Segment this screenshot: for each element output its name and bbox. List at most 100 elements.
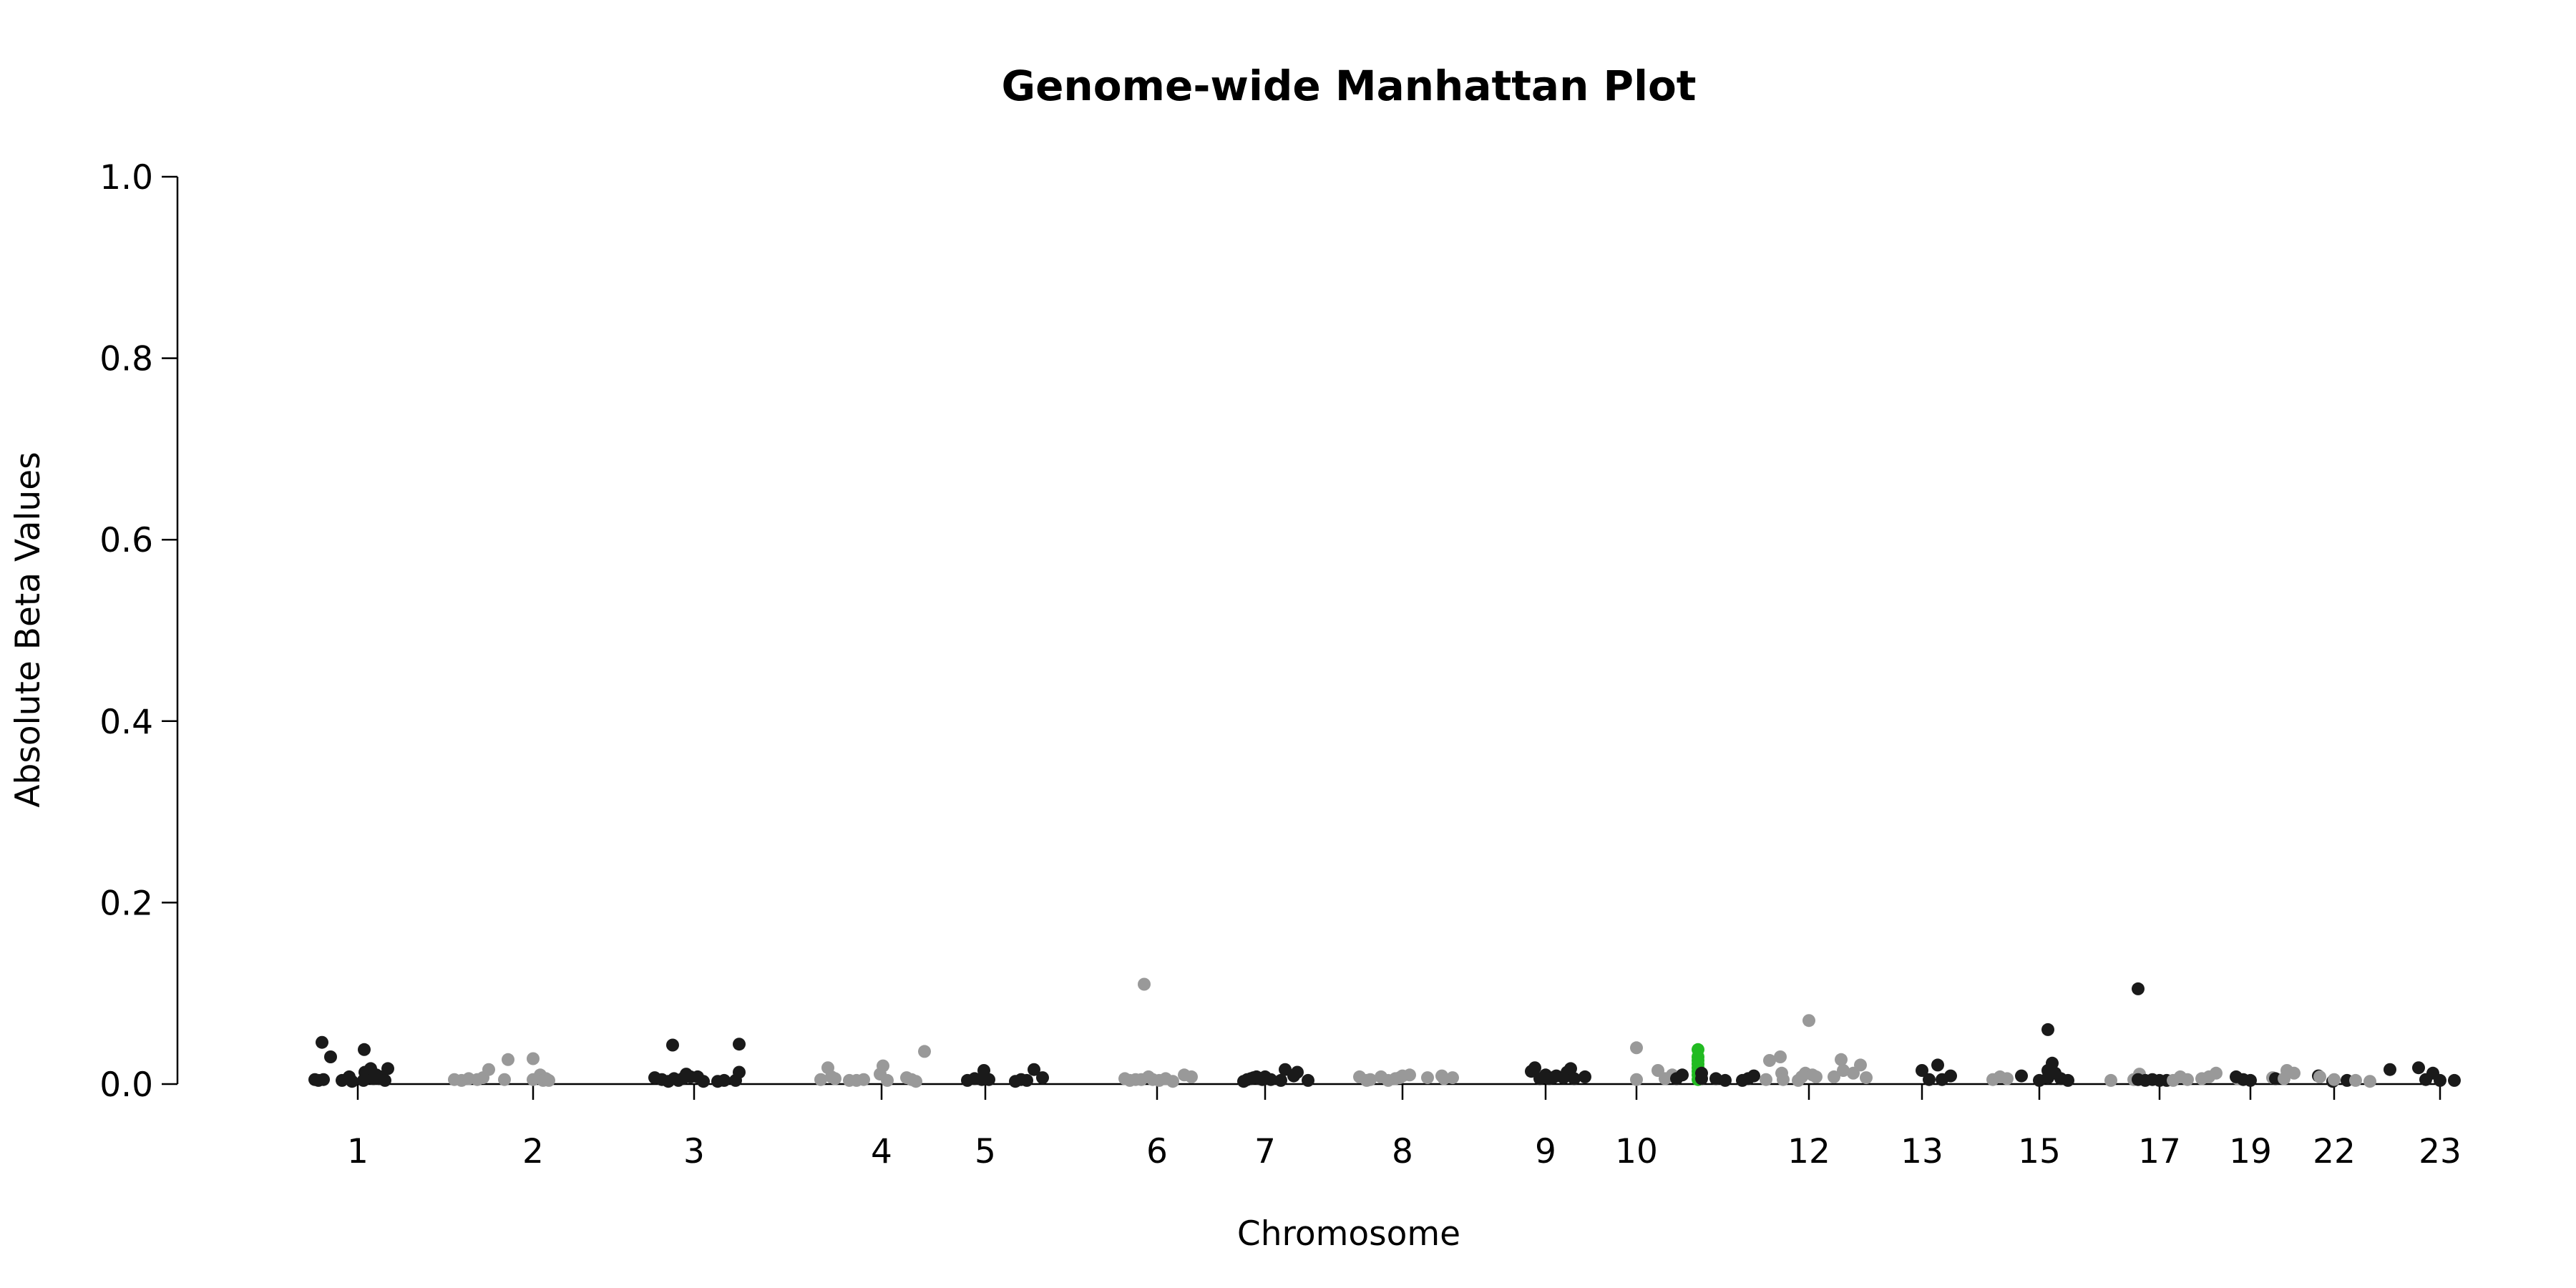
data-point [1446, 1071, 1459, 1085]
data-point [857, 1073, 870, 1086]
data-point [1944, 1069, 1957, 1083]
data-point [1719, 1073, 1732, 1087]
x-tick-label: 2 [522, 1132, 544, 1171]
x-tick-label: 15 [2018, 1132, 2061, 1171]
data-point [1923, 1073, 1936, 1086]
data-point [1364, 1073, 1377, 1086]
data-point [1931, 1058, 1944, 1072]
data-point [527, 1052, 540, 1065]
x-tick-label: 5 [975, 1132, 996, 1171]
data-points [308, 977, 2461, 1088]
data-point [918, 1045, 931, 1058]
y-tick-label: 0.0 [99, 1065, 153, 1105]
data-point [1421, 1071, 1434, 1085]
data-point [1692, 1043, 1704, 1056]
y-axis-label: Absolute Beta Values [9, 452, 48, 807]
x-tick-label: 6 [1146, 1132, 1168, 1171]
data-point [1747, 1069, 1760, 1083]
data-point [1579, 1070, 1591, 1083]
data-point [1763, 1054, 1776, 1067]
data-point [317, 1073, 330, 1086]
x-tick-label: 8 [1392, 1132, 1413, 1171]
x-tick-label: 7 [1254, 1132, 1276, 1171]
data-point [2349, 1073, 2362, 1087]
data-point [1777, 1073, 1790, 1086]
data-point [316, 1035, 328, 1049]
data-point [1028, 1063, 1040, 1076]
x-tick-label: 13 [1901, 1132, 1943, 1171]
data-point [881, 1073, 894, 1087]
data-point [1036, 1071, 1049, 1085]
data-point [982, 1073, 995, 1086]
data-point [2001, 1072, 2014, 1085]
data-point [2244, 1073, 2257, 1087]
data-point [666, 1038, 679, 1052]
data-point [2041, 1023, 2054, 1036]
data-point [2384, 1063, 2396, 1076]
data-point [1760, 1073, 1772, 1086]
data-point [502, 1053, 514, 1066]
data-point [1854, 1058, 1867, 1072]
data-point [2210, 1066, 2223, 1080]
data-point [733, 1038, 746, 1051]
data-point [482, 1063, 495, 1076]
data-point [2412, 1061, 2425, 1075]
y-tick-label: 0.2 [99, 884, 153, 923]
data-point [381, 1062, 394, 1075]
data-point [1835, 1053, 1848, 1066]
data-point [358, 1043, 371, 1056]
data-point [2062, 1073, 2074, 1087]
data-point [1676, 1068, 1689, 1082]
data-point [1837, 1064, 1850, 1077]
data-point [1916, 1064, 1928, 1077]
data-point [1185, 1070, 1198, 1083]
y-tick-label: 0.4 [99, 703, 153, 742]
data-point [718, 1073, 731, 1087]
data-point [2132, 982, 2145, 995]
data-point [1264, 1073, 1277, 1086]
data-point [1568, 1072, 1581, 1085]
data-point [346, 1075, 358, 1088]
data-point [2448, 1073, 2461, 1087]
data-point [1828, 1070, 1840, 1083]
y-tick-label: 1.0 [99, 158, 153, 197]
x-tick-label: 12 [1787, 1132, 1830, 1171]
y-axis: 0.0 0.2 0.4 0.6 0.8 1.0 [99, 158, 179, 1105]
x-tick-label: 9 [1535, 1132, 1556, 1171]
data-point [498, 1073, 511, 1086]
data-point [2328, 1073, 2341, 1086]
data-point [2181, 1073, 2194, 1086]
x-tick-label: 10 [1615, 1132, 1658, 1171]
data-point [2046, 1056, 2059, 1070]
data-point [829, 1072, 841, 1085]
x-tick-label: 22 [2313, 1132, 2356, 1171]
data-point [1860, 1071, 1873, 1085]
data-point [1166, 1075, 1179, 1088]
y-tick-label: 0.6 [99, 521, 153, 560]
x-axis: 1 2 3 4 5 6 7 8 9 10 12 13 15 17 19 22 23 [347, 1083, 2462, 1171]
data-point [542, 1073, 555, 1087]
data-point [2434, 1073, 2446, 1087]
data-point [1810, 1070, 1823, 1083]
data-point [1630, 1041, 1643, 1055]
chart-title: Genome-wide Manhattan Plot [1001, 62, 1696, 110]
x-axis-label: Chromosome [1237, 1214, 1460, 1254]
data-point [379, 1073, 391, 1087]
data-point [877, 1059, 889, 1073]
data-point [1291, 1065, 1304, 1079]
data-point [324, 1050, 337, 1063]
x-tick-label: 19 [2229, 1132, 2272, 1171]
y-tick-label: 0.8 [99, 340, 153, 379]
data-point [2363, 1075, 2376, 1088]
data-point [1403, 1068, 1416, 1082]
data-point [814, 1073, 827, 1086]
data-point [1564, 1062, 1577, 1075]
x-tick-label: 17 [2138, 1132, 2181, 1171]
data-point [1630, 1073, 1643, 1086]
data-point [909, 1075, 922, 1088]
x-tick-label: 3 [683, 1132, 705, 1171]
data-point [1302, 1073, 1314, 1087]
x-tick-label: 1 [347, 1132, 369, 1171]
data-point [1020, 1073, 1033, 1087]
